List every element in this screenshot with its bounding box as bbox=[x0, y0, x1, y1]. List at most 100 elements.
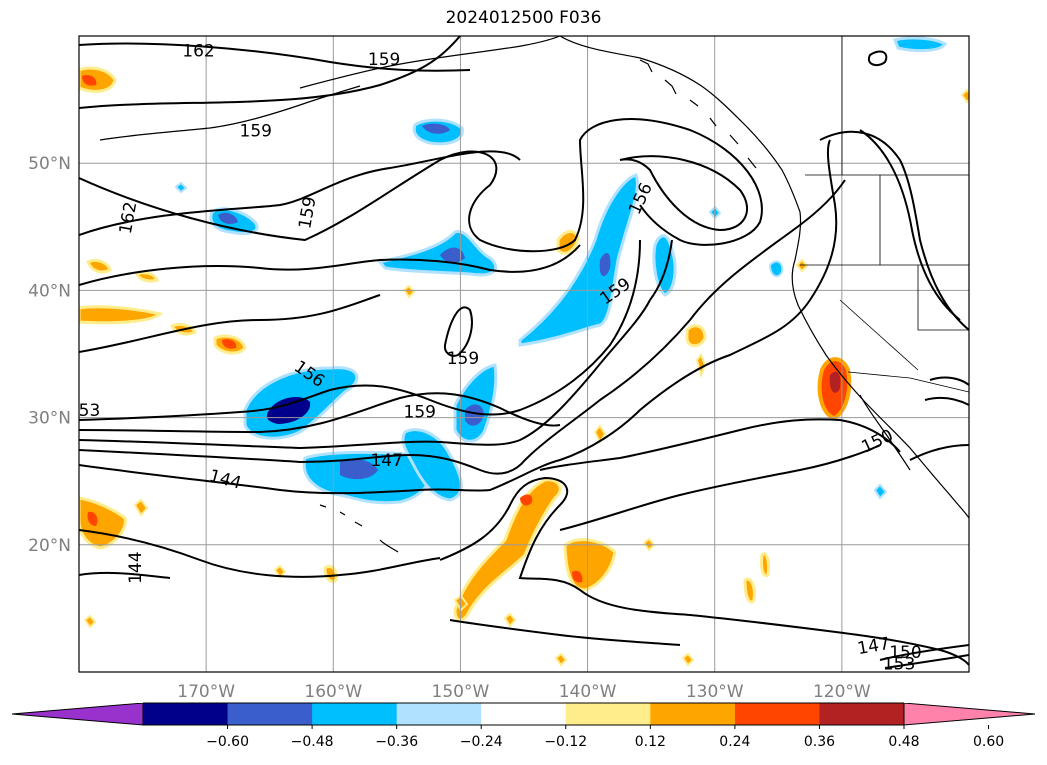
colorbar-segment bbox=[565, 703, 651, 725]
coastline-gulf-alaska bbox=[299, 36, 561, 89]
coastline-hawaii bbox=[319, 504, 399, 553]
longitude-label: 170°W bbox=[177, 682, 235, 702]
positive-anomaly-area bbox=[87, 511, 98, 526]
positive-anomaly-area bbox=[86, 258, 112, 274]
latitude-label: 50°N bbox=[28, 154, 71, 174]
positive-anomaly-area bbox=[829, 371, 841, 393]
height-contour bbox=[819, 130, 969, 331]
latitude-label: 30°N bbox=[28, 409, 71, 429]
colorbar-tick-label: −0.12 bbox=[544, 734, 587, 750]
height-contour bbox=[924, 376, 969, 406]
longitude-label: 140°W bbox=[559, 682, 617, 702]
colorbar-segment bbox=[481, 703, 567, 725]
colorbar-tick-label: 0.12 bbox=[635, 734, 666, 750]
contour-label: 159 bbox=[447, 349, 479, 369]
positive-anomaly-area bbox=[743, 577, 756, 604]
latitude-label: 40°N bbox=[28, 281, 71, 301]
border-us-mexico bbox=[847, 371, 969, 393]
height-contour bbox=[79, 392, 561, 434]
colorbar-tick-label: −0.60 bbox=[206, 734, 249, 750]
height-contour bbox=[79, 244, 581, 286]
colorbar-tick-label: −0.24 bbox=[460, 734, 503, 750]
positive-anomaly-area bbox=[222, 339, 237, 349]
colorbar-extend-max bbox=[904, 703, 1035, 725]
positive-anomaly-area bbox=[685, 324, 707, 348]
negative-anomaly-area bbox=[893, 36, 948, 53]
negative-anomaly-area bbox=[768, 260, 784, 278]
positive-anomaly-area bbox=[572, 570, 583, 583]
positive-anomaly-area bbox=[960, 88, 969, 104]
height-contour bbox=[559, 444, 881, 531]
positive-anomaly-area bbox=[79, 305, 164, 325]
coastline-baja bbox=[859, 394, 911, 471]
map-frame bbox=[78, 35, 970, 673]
colorbar-segments bbox=[12, 703, 1035, 725]
height-contour bbox=[79, 239, 673, 450]
colorbar-segment bbox=[396, 703, 482, 725]
height-contours bbox=[79, 36, 969, 669]
positive-anomaly-area bbox=[453, 478, 562, 622]
height-contour bbox=[859, 129, 961, 321]
colorbar-tick-label: −0.36 bbox=[375, 734, 418, 750]
height-contour bbox=[79, 150, 521, 236]
positive-anomaly-area bbox=[273, 564, 287, 579]
height-contour bbox=[79, 294, 381, 353]
contour-label: 144 bbox=[126, 551, 146, 583]
colorbar-segment bbox=[734, 703, 820, 725]
contour-label: 159 bbox=[240, 121, 272, 141]
colorbar-segment bbox=[819, 703, 905, 725]
negative-anomaly-area bbox=[440, 247, 465, 264]
positive-anomaly-area bbox=[135, 271, 159, 283]
height-contour bbox=[79, 36, 461, 109]
height-contour bbox=[79, 239, 641, 421]
contour-label: 147 bbox=[370, 451, 402, 471]
negative-anomaly-area bbox=[422, 123, 450, 134]
negative-anomaly-area bbox=[401, 428, 463, 502]
positive-anomaly-area bbox=[79, 66, 117, 93]
map-title: 2024012500 F036 bbox=[445, 8, 602, 28]
height-contour bbox=[79, 118, 763, 253]
longitude-label: 130°W bbox=[686, 682, 744, 702]
positive-anomaly-area bbox=[82, 75, 97, 86]
positive-anomaly-area bbox=[760, 552, 770, 578]
latitude-labels: 50°N 40°N 30°N 20°N bbox=[28, 154, 71, 556]
colorbar-segment bbox=[650, 703, 736, 725]
height-contour bbox=[79, 571, 171, 579]
positive-anomaly-area bbox=[503, 612, 517, 628]
coastline-north-america bbox=[559, 36, 969, 519]
colorbar-tick-label: 0.60 bbox=[973, 734, 1004, 750]
political-borders bbox=[800, 36, 969, 393]
contour-label: 153 bbox=[883, 654, 915, 674]
height-contour bbox=[909, 444, 969, 461]
height-contour bbox=[79, 139, 838, 495]
height-contour bbox=[79, 179, 846, 475]
contour-label: 159 bbox=[368, 50, 400, 70]
coastlines bbox=[99, 36, 969, 553]
height-contour bbox=[439, 476, 969, 666]
positive-anomaly-area bbox=[520, 494, 533, 506]
colorbar-ticks: −0.60 −0.48 −0.36 −0.24 −0.12 0.12 0.24 0.36 0.4… bbox=[206, 725, 1004, 750]
positive-anomaly-area bbox=[402, 284, 416, 299]
positive-anomaly-area bbox=[453, 594, 469, 612]
positive-anomaly-area bbox=[554, 652, 568, 667]
height-contour bbox=[867, 50, 888, 67]
border-states bbox=[800, 175, 969, 371]
contour-label: 153 bbox=[68, 401, 100, 421]
longitude-label: 120°W bbox=[813, 682, 871, 702]
contour-label: 150 bbox=[889, 643, 921, 663]
colorbar-tick-label: −0.48 bbox=[291, 734, 334, 750]
positive-anomaly-area bbox=[133, 498, 149, 517]
map-background bbox=[79, 36, 969, 672]
height-contour bbox=[539, 418, 901, 471]
positive-anomaly-area bbox=[795, 258, 809, 273]
negative-anomaly-area bbox=[465, 404, 484, 426]
coastline-aleutians bbox=[99, 85, 361, 141]
contour-label: 159 bbox=[404, 403, 436, 423]
negative-anomaly-area bbox=[518, 173, 639, 347]
positive-anomaly-area bbox=[681, 652, 695, 667]
colorbar-segment bbox=[143, 703, 229, 725]
height-contour bbox=[443, 306, 473, 357]
